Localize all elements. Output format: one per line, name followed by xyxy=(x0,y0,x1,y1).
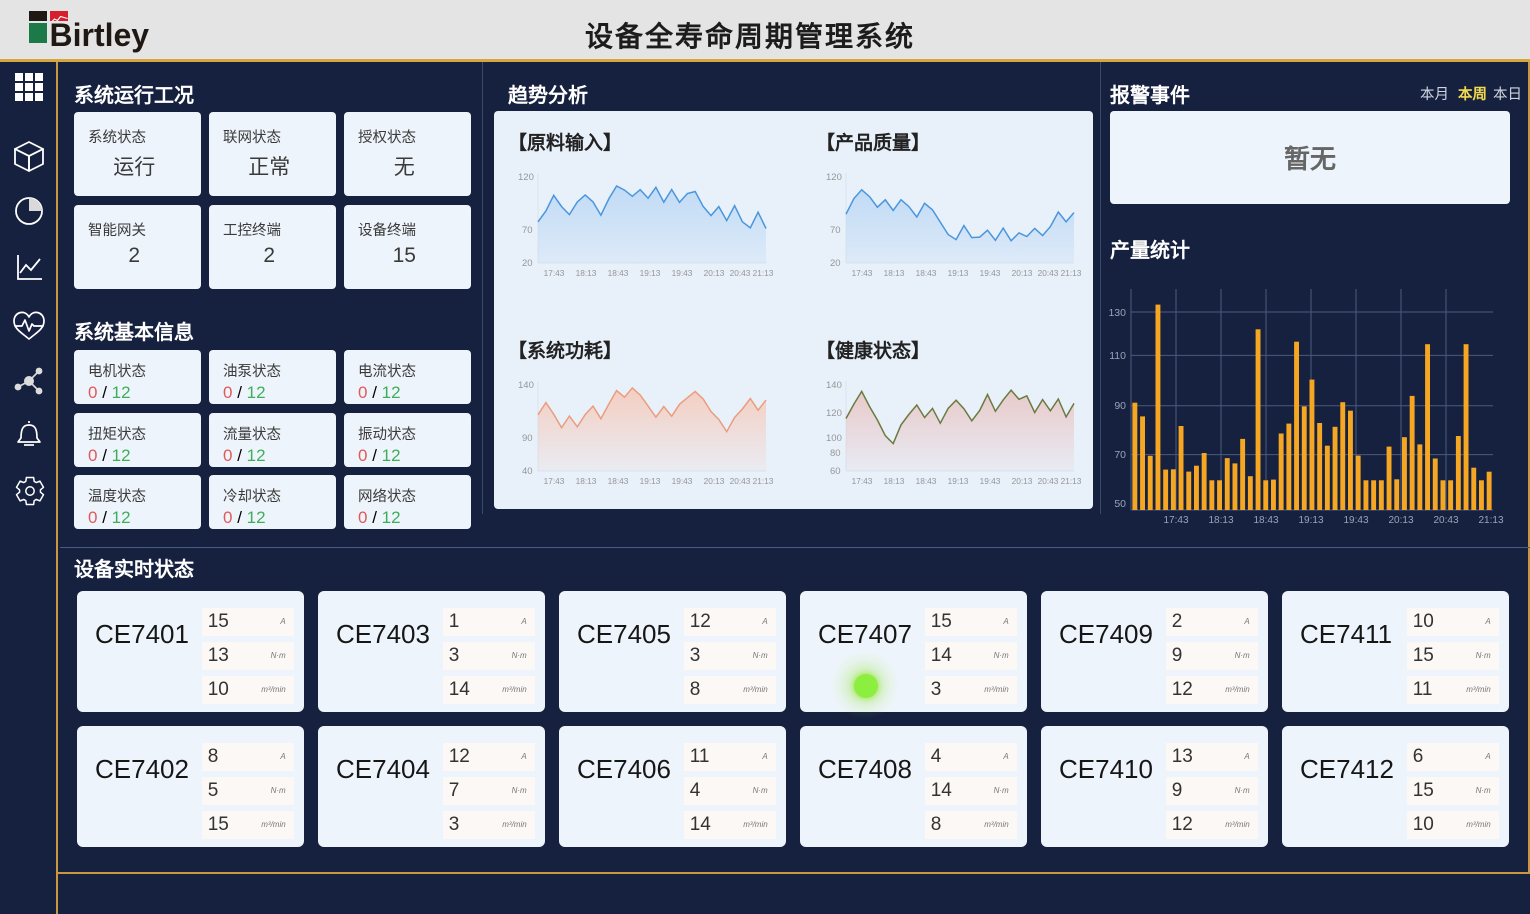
svg-text:19:43: 19:43 xyxy=(980,476,1001,486)
svg-text:130: 130 xyxy=(1108,307,1126,319)
svg-text:17:43: 17:43 xyxy=(852,268,873,278)
svg-text:19:13: 19:13 xyxy=(1298,515,1323,526)
svg-text:21:13: 21:13 xyxy=(753,268,774,278)
svg-text:110: 110 xyxy=(1109,350,1126,362)
svg-text:20:43: 20:43 xyxy=(730,476,751,486)
svg-text:21:13: 21:13 xyxy=(1061,476,1082,486)
svg-text:19:13: 19:13 xyxy=(640,268,661,278)
svg-text:18:43: 18:43 xyxy=(608,476,629,486)
svg-text:18:43: 18:43 xyxy=(608,268,629,278)
svg-text:20:13: 20:13 xyxy=(1012,268,1033,278)
svg-text:18:43: 18:43 xyxy=(916,268,937,278)
svg-text:18:13: 18:13 xyxy=(884,476,905,486)
svg-text:18:43: 18:43 xyxy=(1253,515,1278,526)
svg-text:18:13: 18:13 xyxy=(576,476,597,486)
svg-text:20: 20 xyxy=(522,258,533,269)
svg-text:20:13: 20:13 xyxy=(704,476,725,486)
svg-text:17:43: 17:43 xyxy=(544,268,565,278)
svg-text:17:43: 17:43 xyxy=(544,476,565,486)
svg-text:19:43: 19:43 xyxy=(1343,515,1368,526)
svg-text:90: 90 xyxy=(1114,400,1126,412)
svg-text:70: 70 xyxy=(522,225,533,236)
svg-text:20: 20 xyxy=(830,258,841,269)
svg-text:18:13: 18:13 xyxy=(576,268,597,278)
svg-text:80: 80 xyxy=(830,448,841,459)
svg-text:19:43: 19:43 xyxy=(672,268,693,278)
svg-text:19:13: 19:13 xyxy=(948,268,969,278)
svg-text:20:43: 20:43 xyxy=(1038,268,1059,278)
svg-text:20:43: 20:43 xyxy=(1038,476,1059,486)
svg-text:140: 140 xyxy=(826,380,842,391)
svg-text:70: 70 xyxy=(1114,449,1126,461)
svg-text:19:43: 19:43 xyxy=(672,476,693,486)
svg-text:21:13: 21:13 xyxy=(1061,268,1082,278)
svg-text:100: 100 xyxy=(826,433,842,444)
svg-text:90: 90 xyxy=(522,433,533,444)
svg-text:50: 50 xyxy=(1114,498,1126,510)
svg-text:18:13: 18:13 xyxy=(884,268,905,278)
svg-text:60: 60 xyxy=(830,466,841,477)
svg-text:20:43: 20:43 xyxy=(1433,515,1458,526)
svg-text:40: 40 xyxy=(522,466,533,477)
svg-text:19:13: 19:13 xyxy=(948,476,969,486)
svg-text:21:13: 21:13 xyxy=(753,476,774,486)
svg-text:20:13: 20:13 xyxy=(704,268,725,278)
svg-text:18:13: 18:13 xyxy=(1208,515,1233,526)
svg-text:120: 120 xyxy=(518,172,534,183)
svg-text:18:43: 18:43 xyxy=(916,476,937,486)
svg-text:140: 140 xyxy=(518,380,534,391)
svg-text:70: 70 xyxy=(830,225,841,236)
svg-text:20:43: 20:43 xyxy=(730,268,751,278)
svg-text:120: 120 xyxy=(826,408,842,419)
svg-text:17:43: 17:43 xyxy=(852,476,873,486)
svg-text:21:13: 21:13 xyxy=(1478,515,1503,526)
svg-text:20:13: 20:13 xyxy=(1012,476,1033,486)
svg-text:19:43: 19:43 xyxy=(980,268,1001,278)
svg-text:17:43: 17:43 xyxy=(1163,515,1188,526)
svg-text:20:13: 20:13 xyxy=(1388,515,1413,526)
svg-text:120: 120 xyxy=(826,172,842,183)
svg-text:19:13: 19:13 xyxy=(640,476,661,486)
